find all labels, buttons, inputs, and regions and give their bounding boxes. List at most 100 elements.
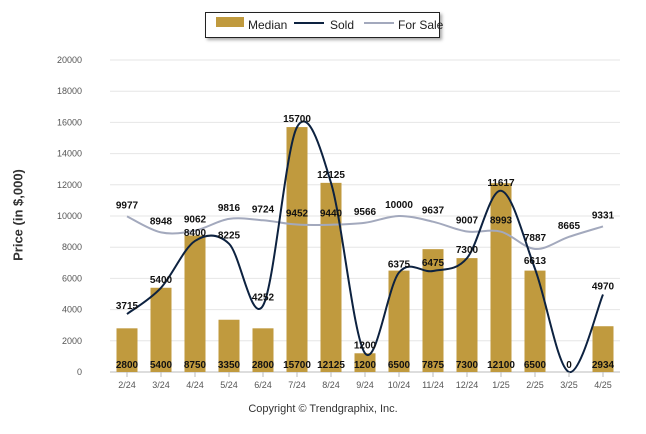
legend-median-swatch [216,17,244,27]
x-tick-label: 9/24 [356,380,374,390]
legend-median-label: Median [248,18,288,32]
sold-point-label: 8400 [184,228,207,239]
sold-point-label: 5400 [150,275,173,286]
sold-point-label: 6375 [388,260,411,271]
median-bar-labels: 2800 5400 8750 3350 2800 15700 12125 1200 6500 78… [116,360,615,371]
median-bars [116,127,614,372]
forsale-point-label: 7887 [524,233,547,244]
forsale-point-label: 8948 [150,216,173,227]
forsale-line [126,214,604,250]
median-bar [184,235,206,372]
sold-point-label: 4970 [592,281,615,292]
forsale-point-label: 9977 [116,200,139,211]
median-bar-label: 2934 [592,360,615,371]
median-bar [490,183,512,372]
y-tick-label: 14000 [57,149,82,159]
forsale-point-label: 9331 [592,210,615,221]
x-tick-label: 8/24 [322,380,340,390]
forsale-point-label: 8993 [490,216,513,227]
forsale-point-label: 9007 [456,215,479,226]
legend: Median Sold For Sale [205,12,444,38]
x-tick-label: 3/25 [560,380,578,390]
sold-point-label: 1200 [354,340,377,351]
forsale-point-label: 9724 [252,204,275,215]
sold-point-label: 3715 [116,301,139,312]
forsale-point-label: 9440 [320,209,343,220]
sold-point-label: 12125 [317,170,345,181]
median-bar-label: 6500 [388,360,411,371]
median-bar-label: 6500 [524,360,547,371]
x-tick-label: 2/25 [526,380,544,390]
median-bar-label: 8750 [184,360,207,371]
median-bar-label: 12100 [487,360,515,371]
legend-sold-label: Sold [330,18,355,32]
y-tick-label: 18000 [57,86,82,96]
median-bar-label: 15700 [283,360,311,371]
median-bar [218,319,240,372]
median-bar [422,249,444,372]
sold-point-label: 6613 [524,256,547,267]
x-tick-label: 10/24 [388,380,411,390]
forsale-point-label: 9452 [286,209,309,220]
sold-point-label: 7300 [456,245,479,256]
forsale-point-label: 10000 [385,200,413,211]
y-tick-label: 0 [77,367,82,377]
y-tick-label: 8000 [62,242,82,252]
sold-point-label: 4252 [252,293,275,304]
median-bar [286,127,308,372]
y-tick-label: 12000 [57,180,82,190]
forsale-point-label: 9637 [422,206,445,217]
x-tick-label: 7/24 [288,380,306,390]
median-bar-label: 3350 [218,360,241,371]
x-tick-label: 6/24 [254,380,272,390]
median-bar-label: 2800 [252,360,275,371]
median-bar [456,258,478,372]
sold-point-label: 8225 [218,231,241,242]
copyright-text: Copyright © Trendgraphix, Inc. [248,403,398,415]
median-bar [320,182,342,372]
x-tick-label: 3/24 [152,380,170,390]
x-tick-label: 4/24 [186,380,204,390]
x-tick-label: 11/24 [422,380,444,390]
legend-forsale-label: For Sale [398,18,444,32]
median-bar [592,326,614,372]
median-bar-label: 7300 [456,360,479,371]
sold-point-label: 6475 [422,258,445,269]
legend-forsale-swatch [364,22,394,24]
median-bar [116,328,138,372]
forsale-point-label: 9816 [218,203,241,214]
median-bar-label: 2800 [116,360,139,371]
y-tick-label: 20000 [57,55,82,65]
median-bar [524,270,546,372]
y-tick-label: 6000 [62,273,82,283]
x-tick-label: 2/24 [118,380,136,390]
y-tick-label: 2000 [62,336,82,346]
forsale-point-label: 9062 [184,215,207,226]
y-axis-ticks: 0 2000 4000 6000 8000 10000 12000 14000 16000 180… [57,55,82,377]
median-bar [150,287,172,372]
median-bar-label: 7875 [422,360,445,371]
series-lines [126,120,604,373]
x-axis-ticks: 2/24 3/24 4/24 5/24 6/24 7/24 8/24 9/24 10/24 11/… [118,372,612,390]
sold-forsale-labels: 9977 8948 9062 9816 9724 9452 9440 9566 10000 963… [116,114,615,351]
median-bar-label: 0 [566,360,572,371]
sold-line [126,120,604,373]
median-bar [388,270,410,372]
y-tick-label: 4000 [62,305,82,315]
forsale-point-label: 9566 [354,207,377,218]
y-tick-label: 16000 [57,117,82,127]
sold-point-label: 11617 [487,178,515,189]
y-tick-label: 10000 [57,211,82,221]
median-bar [252,328,274,372]
x-tick-label: 5/24 [220,380,238,390]
legend-sold-swatch [294,22,324,24]
x-tick-label: 12/24 [456,380,479,390]
sold-point-label: 15700 [283,114,311,125]
median-bar-label: 5400 [150,360,173,371]
median-bar-label: 1200 [354,360,377,371]
median-bar-label: 12125 [317,360,345,371]
median-bar [354,353,376,372]
y-axis-title: Price (in $,000) [10,169,26,261]
forsale-point-label: 8665 [558,221,581,232]
